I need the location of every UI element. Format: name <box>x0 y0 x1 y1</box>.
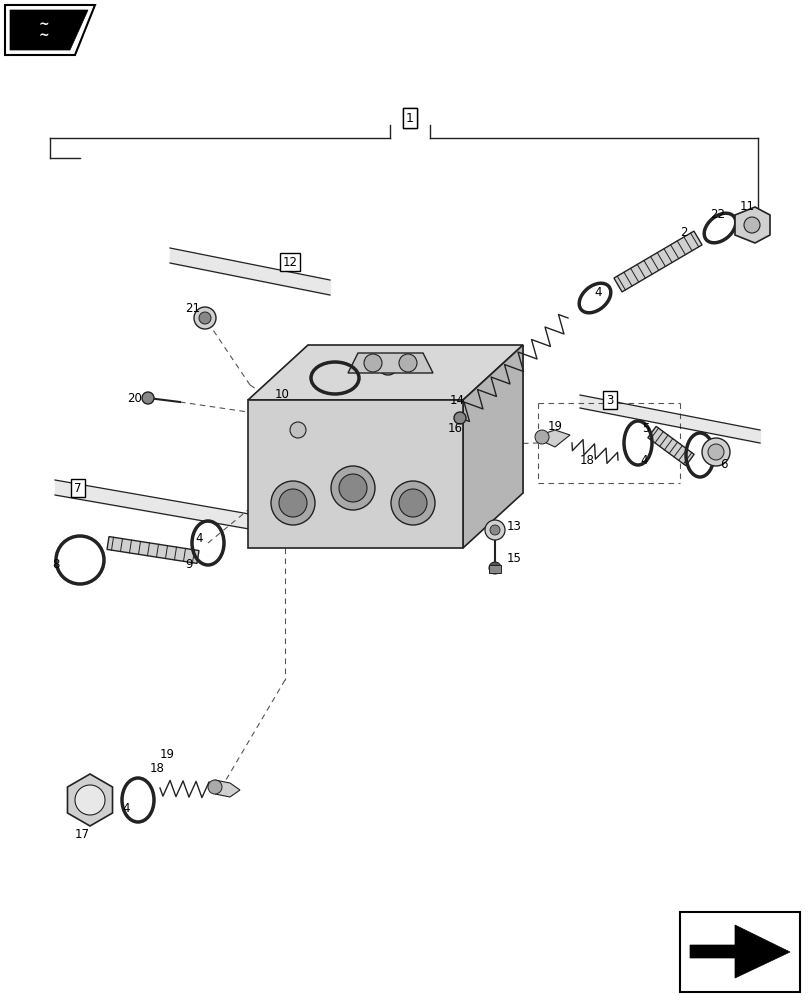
Text: 13: 13 <box>507 520 522 534</box>
Circle shape <box>535 430 549 444</box>
Polygon shape <box>648 426 694 466</box>
Circle shape <box>378 355 398 375</box>
Text: 4: 4 <box>195 532 203 544</box>
Text: 21: 21 <box>185 302 200 314</box>
Text: 4: 4 <box>594 286 601 298</box>
Circle shape <box>208 780 222 794</box>
Polygon shape <box>735 207 770 243</box>
Text: 11: 11 <box>740 200 755 214</box>
Text: 7: 7 <box>74 482 82 494</box>
Text: 2: 2 <box>680 226 688 238</box>
Text: 1: 1 <box>406 111 414 124</box>
Polygon shape <box>68 774 112 826</box>
Text: 16: 16 <box>448 422 463 434</box>
Text: 5: 5 <box>642 422 650 434</box>
Text: ~
~: ~ ~ <box>39 18 49 42</box>
Bar <box>680 912 800 992</box>
Circle shape <box>339 474 367 502</box>
Text: 20: 20 <box>127 391 142 404</box>
Circle shape <box>279 489 307 517</box>
Polygon shape <box>540 430 570 447</box>
Polygon shape <box>5 5 95 55</box>
Circle shape <box>489 562 501 574</box>
Polygon shape <box>348 353 433 373</box>
Circle shape <box>391 481 435 525</box>
Circle shape <box>708 444 724 460</box>
Text: 4: 4 <box>640 454 647 466</box>
Text: 19: 19 <box>548 420 563 434</box>
Circle shape <box>364 354 382 372</box>
Circle shape <box>199 312 211 324</box>
Circle shape <box>490 525 500 535</box>
Text: 19: 19 <box>160 748 175 762</box>
Text: 18: 18 <box>580 454 595 466</box>
Text: 9: 9 <box>185 558 192 572</box>
Circle shape <box>399 354 417 372</box>
Text: 10: 10 <box>275 388 290 401</box>
Text: 15: 15 <box>507 552 522 564</box>
Circle shape <box>702 438 730 466</box>
Circle shape <box>290 422 306 438</box>
Circle shape <box>142 392 154 404</box>
Circle shape <box>454 412 466 424</box>
Text: 1: 1 <box>406 111 414 124</box>
Polygon shape <box>614 231 702 292</box>
Text: 18: 18 <box>150 762 165 774</box>
Text: 14: 14 <box>450 393 465 406</box>
Text: 6: 6 <box>720 458 727 472</box>
Bar <box>489 565 501 573</box>
Polygon shape <box>248 345 523 400</box>
Circle shape <box>399 489 427 517</box>
Text: 3: 3 <box>606 393 614 406</box>
Circle shape <box>194 307 216 329</box>
Polygon shape <box>10 10 88 50</box>
Polygon shape <box>215 780 240 797</box>
Polygon shape <box>690 925 790 978</box>
Text: 12: 12 <box>283 255 297 268</box>
Circle shape <box>485 520 505 540</box>
Circle shape <box>271 481 315 525</box>
Circle shape <box>744 217 760 233</box>
Text: 8: 8 <box>52 558 59 572</box>
Text: 22: 22 <box>710 209 725 222</box>
Text: 4: 4 <box>122 802 129 814</box>
Text: 17: 17 <box>75 828 90 842</box>
Circle shape <box>75 785 105 815</box>
Bar <box>248 400 463 548</box>
Polygon shape <box>463 345 523 548</box>
Polygon shape <box>107 537 199 563</box>
Circle shape <box>331 466 375 510</box>
